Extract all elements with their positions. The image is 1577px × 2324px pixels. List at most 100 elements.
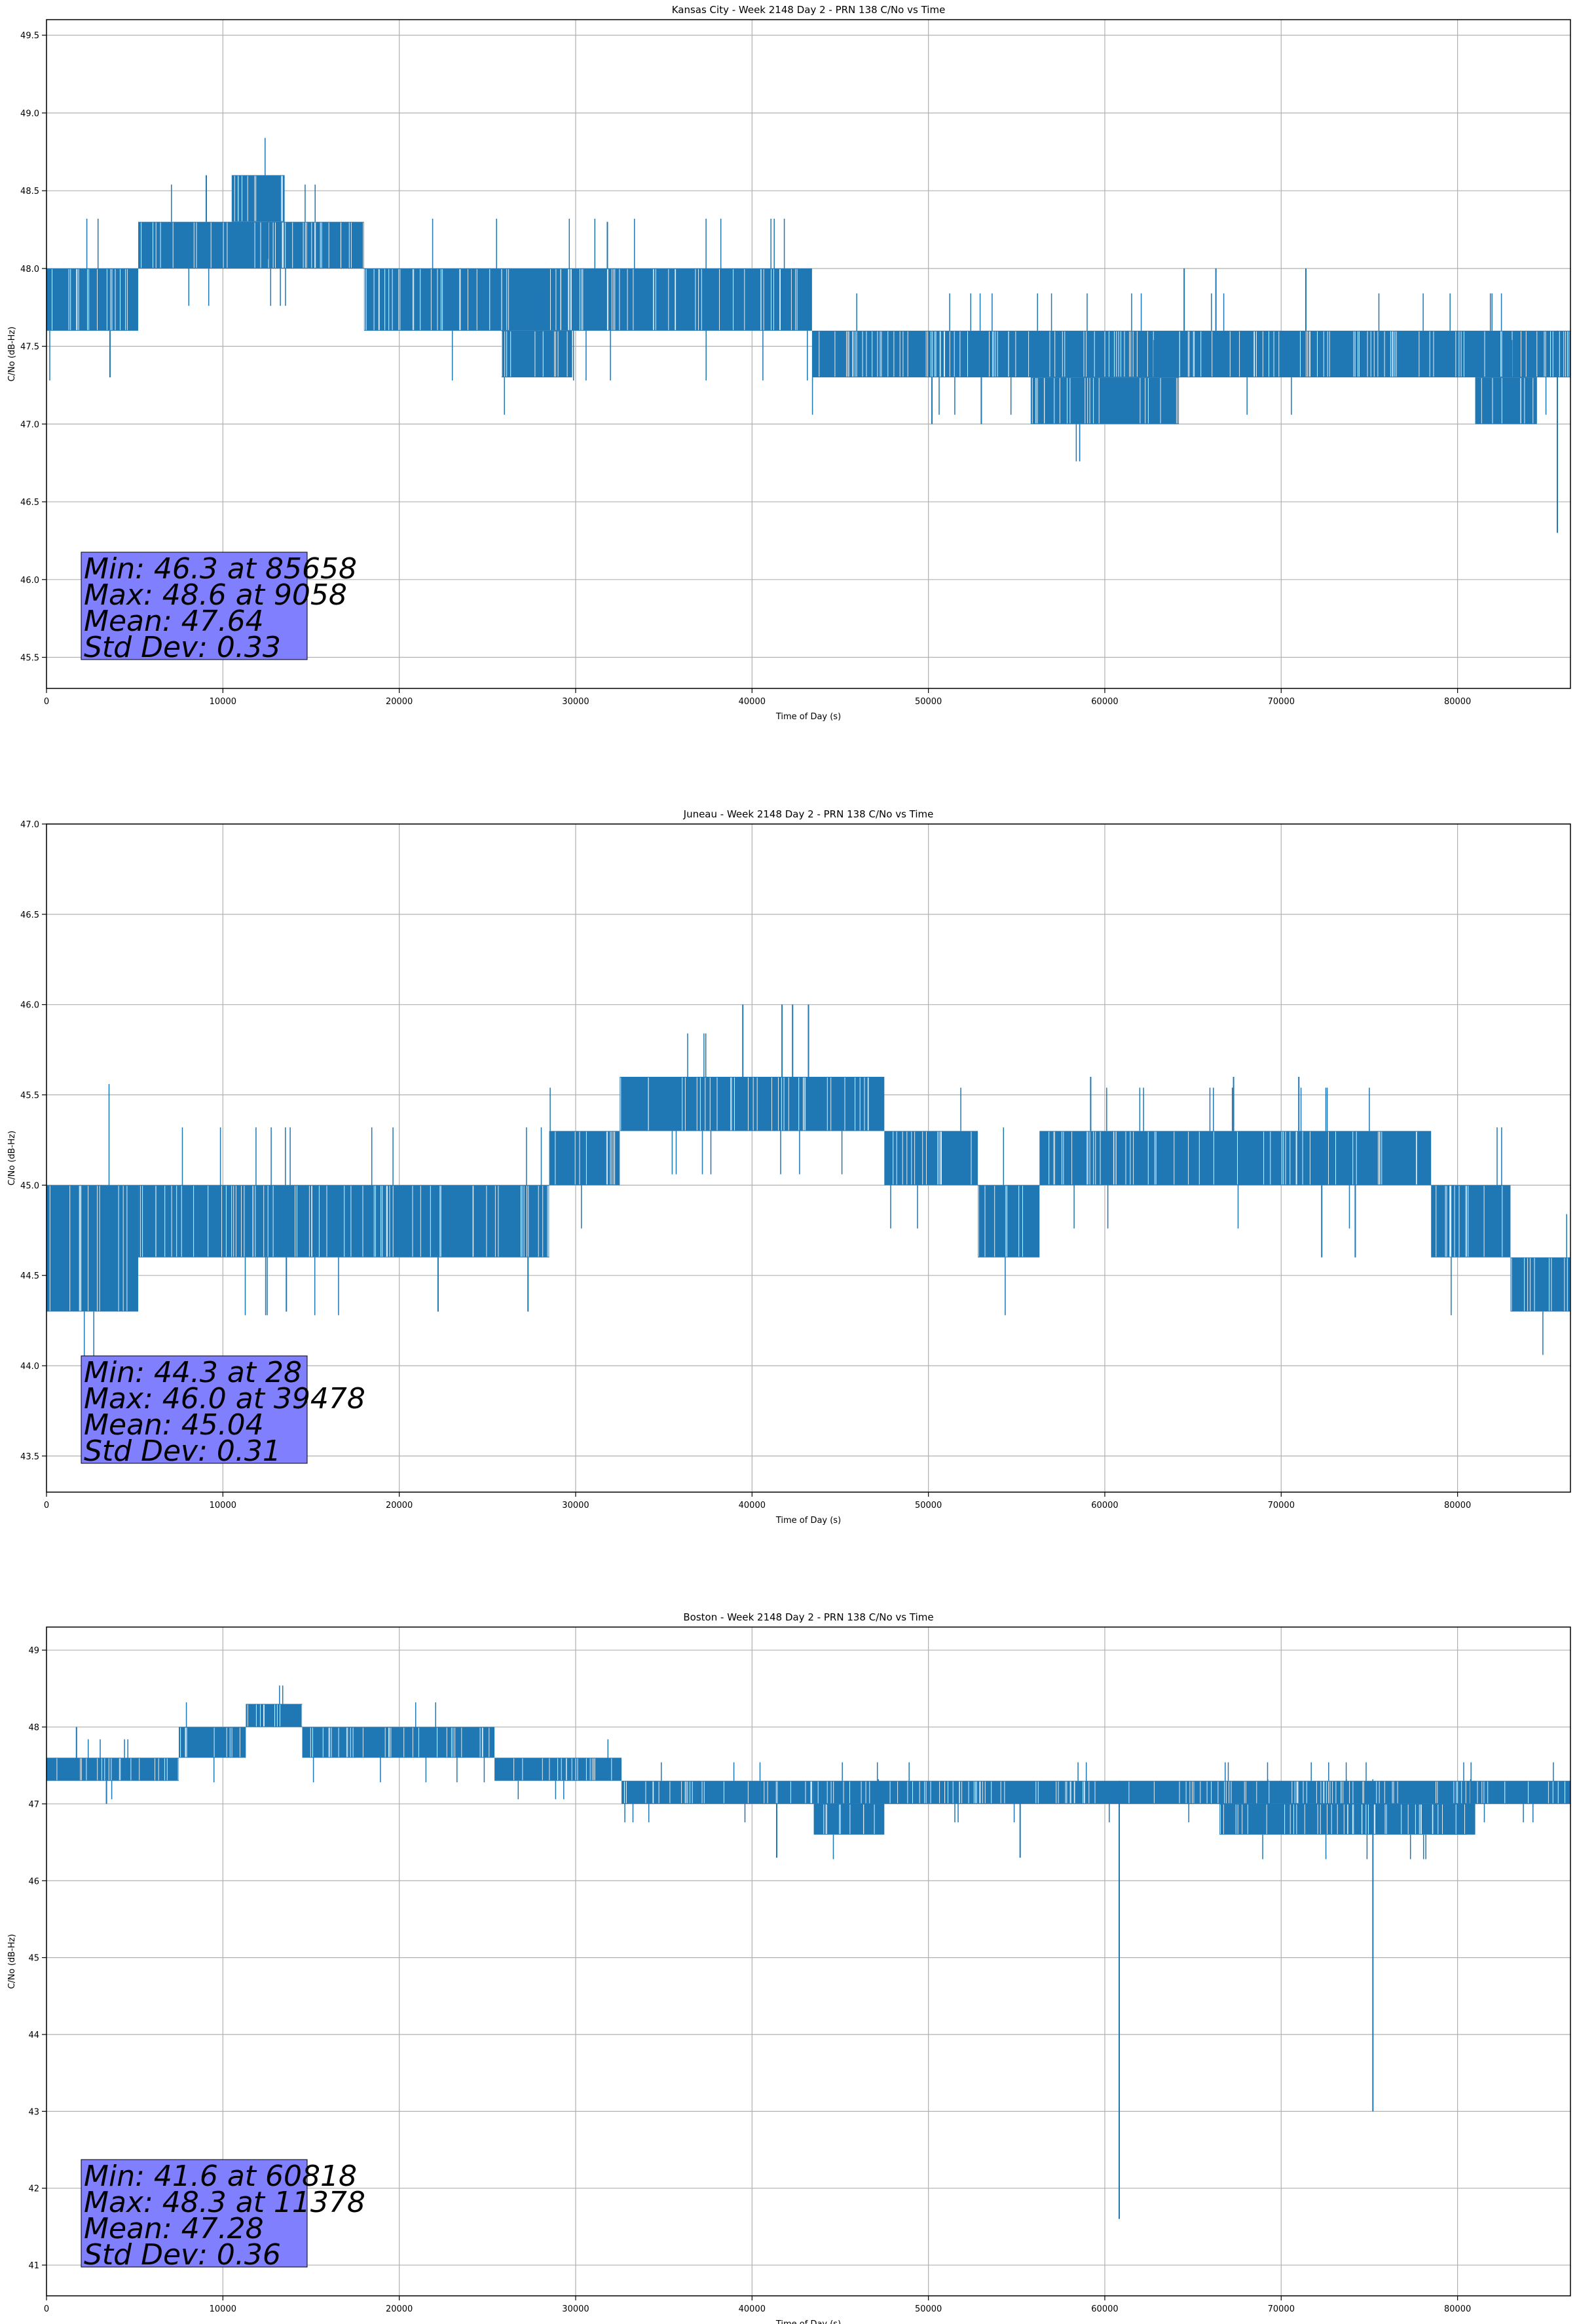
band-texture (49, 1186, 128, 1311)
band-excursions (432, 218, 808, 381)
x-tick-label: 60000 (1091, 1501, 1118, 1510)
band-texture (817, 1781, 1565, 1803)
band (1431, 1803, 1475, 1835)
y-tick-label: 45.0 (20, 1181, 39, 1191)
stats-line: Std Dev: 0.31 (84, 1434, 281, 1468)
band-texture (620, 1077, 869, 1131)
x-tick-label: 80000 (1444, 2304, 1471, 2314)
band-texture (1436, 1186, 1503, 1257)
x-tick-label: 50000 (915, 1501, 942, 1510)
band-excursions (1003, 1127, 1006, 1315)
chart-panel-2: 0 10000 20000 30000 40000 50000 60000 70000 8000… (7, 808, 1571, 1526)
band (549, 1131, 620, 1186)
x-axis-label: Time of Day (s) (775, 712, 841, 722)
band-texture (1031, 378, 1179, 424)
y-tick-label: 45.5 (20, 654, 39, 664)
y-tick-label: 41 (28, 2261, 39, 2271)
y-axis-label: C/No (dB-Hz) (7, 327, 17, 382)
band-excursions (1262, 1779, 1426, 1860)
band-excursions (832, 1779, 880, 1860)
band-texture (501, 331, 568, 377)
y-tick-label: 47.0 (20, 420, 39, 430)
band-excursions (87, 1739, 128, 1799)
stats-line: Mean: 45.04 (84, 1408, 264, 1442)
y-tick-label: 42 (28, 2184, 39, 2194)
y-tick-label: 48.0 (20, 265, 39, 274)
y-tick-label: 44 (28, 2031, 39, 2040)
stats-line: Mean: 47.64 (84, 605, 264, 638)
stats-line: Std Dev: 0.33 (84, 631, 281, 664)
chart-panel-1: 0 10000 20000 30000 40000 50000 60000 70000 8000… (7, 4, 1571, 722)
y-axis-label: C/No (dB-Hz) (7, 1131, 17, 1186)
x-tick-label: 30000 (562, 2304, 589, 2314)
chart-title: Boston - Week 2148 Day 2 - PRN 138 C/No … (683, 1611, 933, 1623)
x-tick-label: 20000 (386, 697, 413, 707)
band (884, 1131, 978, 1186)
stats-line: Min: 41.6 at 60818 (84, 2160, 357, 2193)
band-excursions (49, 218, 99, 381)
band-texture (141, 222, 364, 268)
band-texture (364, 269, 798, 330)
x-tick-label: 10000 (210, 697, 236, 707)
y-tick-label: 46 (28, 1877, 39, 1886)
band-excursions (185, 1702, 215, 1783)
series-line (46, 1004, 1570, 1413)
band-excursions (549, 1087, 582, 1229)
x-axis-label: Time of Day (s) (775, 2319, 841, 2324)
band (46, 1185, 139, 1312)
x-tick-label: 0 (44, 697, 49, 707)
band-excursions (1542, 1214, 1567, 1355)
x-tick-label: 10000 (210, 2304, 236, 2314)
y-tick-label: 47.5 (20, 343, 39, 352)
chart-title: Kansas City - Week 2148 Day 2 - PRN 138 … (672, 4, 946, 16)
series-line (46, 138, 1570, 533)
band-excursions (671, 1033, 843, 1174)
band-texture (52, 269, 128, 330)
band-excursions (265, 138, 269, 259)
band-texture (513, 1758, 612, 1780)
y-tick-label: 49.5 (20, 31, 39, 41)
band (1475, 377, 1537, 424)
band (1039, 1131, 1432, 1186)
band-texture (819, 331, 1570, 377)
y-tick-label: 49.0 (20, 109, 39, 119)
band-excursions (181, 1127, 542, 1315)
band-excursions (517, 1739, 609, 1799)
band (622, 1780, 814, 1804)
band (813, 1803, 885, 1835)
x-tick-label: 50000 (915, 2304, 942, 2314)
y-tick-label: 44.0 (20, 1362, 39, 1372)
x-tick-label: 20000 (386, 2304, 413, 2314)
band-excursions (1073, 1087, 1370, 1229)
band (363, 268, 812, 331)
band (302, 1727, 495, 1758)
x-tick-label: 50000 (915, 697, 942, 707)
band-excursions (504, 293, 537, 415)
band (46, 268, 139, 331)
y-tick-label: 48.5 (20, 187, 39, 197)
stats-box-background (81, 2159, 308, 2268)
stats-line: Mean: 47.28 (84, 2212, 264, 2245)
x-tick-label: 20000 (386, 1501, 413, 1510)
band-texture (978, 1186, 1023, 1257)
band-texture (56, 1758, 179, 1780)
band-excursions (279, 1685, 284, 1704)
stats-line: Min: 46.3 at 85658 (84, 552, 357, 586)
band-texture (310, 1727, 490, 1757)
band (501, 330, 572, 378)
x-tick-label: 40000 (739, 697, 766, 707)
x-tick-label: 0 (44, 1501, 49, 1510)
y-tick-label: 43.5 (20, 1452, 39, 1462)
y-axis-label: C/No (dB-Hz) (7, 1934, 17, 1989)
band-texture (893, 1131, 972, 1185)
x-tick-label: 40000 (739, 1501, 766, 1510)
series-line (46, 1685, 1570, 2219)
band (138, 1185, 549, 1258)
stats-line: Std Dev: 0.36 (84, 2238, 281, 2272)
stats-line: Max: 46.0 at 39478 (84, 1382, 365, 1415)
band (811, 330, 1570, 378)
axes-frame (46, 823, 1571, 1493)
y-tick-label: 46.5 (20, 498, 39, 508)
